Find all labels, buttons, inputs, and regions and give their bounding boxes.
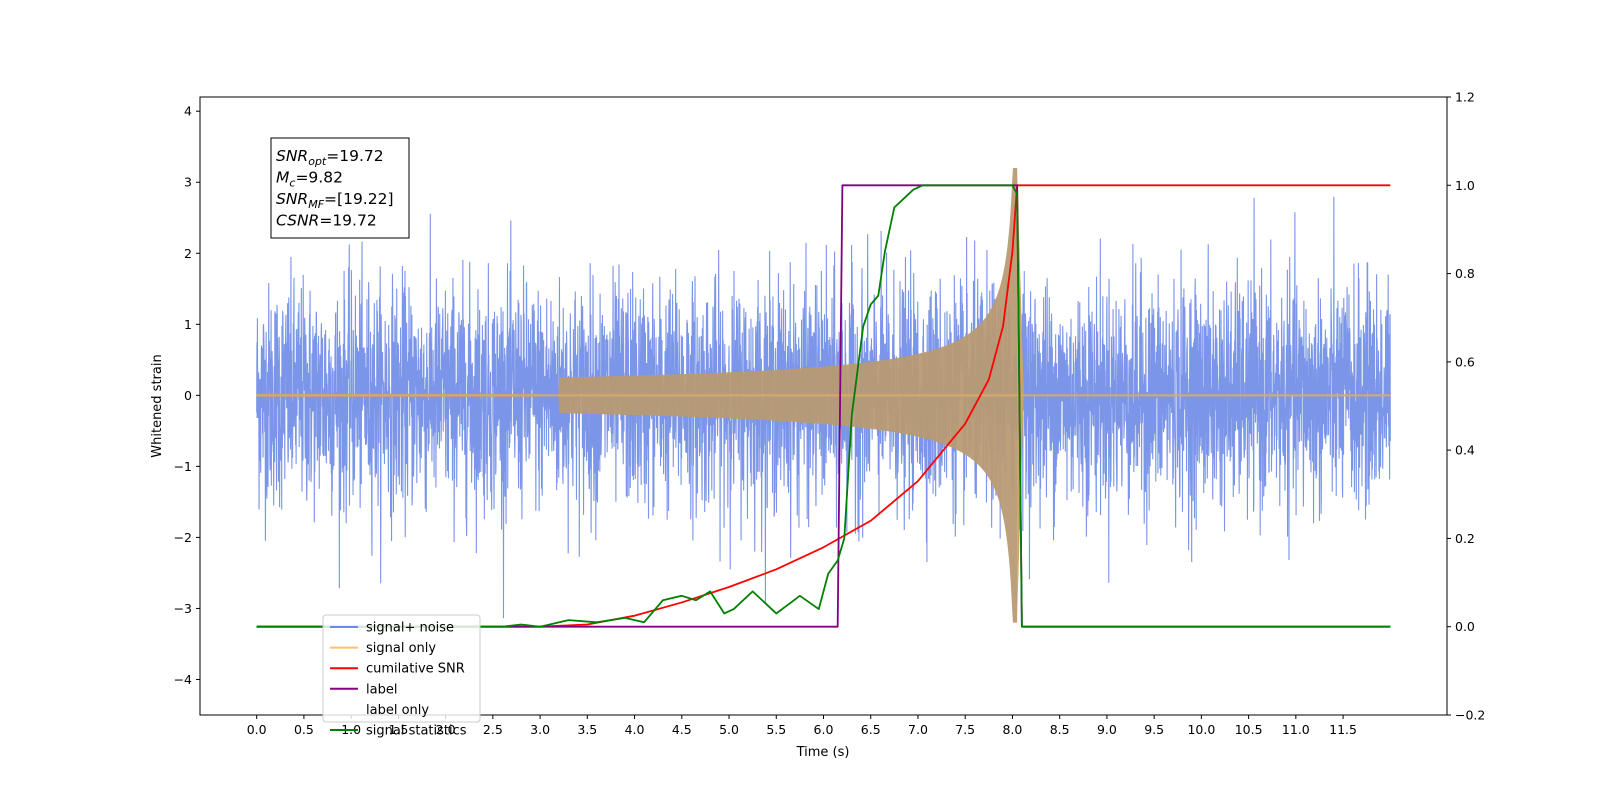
x-tick-label: 0.0 [247,722,267,737]
x-tick-label: 7.5 [955,722,975,737]
legend-entry: signal statistics [366,724,467,739]
annotation-line: SNRopt=19.72 [276,147,384,168]
y-tick-label-left: −3 [174,601,192,616]
x-tick-label: 5.5 [766,722,786,737]
y-tick-label-left: 1 [184,317,192,332]
y-axis-label-left: Whitened strain [150,354,165,457]
x-tick-label: 6.0 [814,722,834,737]
x-tick-label: 1.5 [388,722,408,737]
y-tick-label-right: 1.2 [1455,90,1475,105]
x-tick-label: 3.5 [577,722,597,737]
series-signal-only [256,168,1391,623]
legend-entry: label [366,682,397,697]
legend-entry: label only [366,703,429,718]
x-tick-label: 8.5 [1050,722,1070,737]
x-tick-label: 7.0 [908,722,928,737]
y-tick-label-left: 2 [184,246,192,261]
x-tick-label: 10.5 [1235,722,1263,737]
x-tick-label: 0.5 [294,722,314,737]
annotation-line: Mc=9.82 [276,169,343,190]
series-signal-noise [256,196,1391,619]
y-tick-label-right: 0.4 [1455,443,1475,458]
y-tick-label-right: 0.0 [1455,619,1475,634]
y-tick-label-left: −2 [174,530,192,545]
metrics-annotation: SNRopt=19.72Mc=9.82SNRMF=[19.22]CSNR=19.… [270,137,410,239]
x-tick-label: 11.5 [1329,722,1357,737]
x-tick-label: 5.0 [719,722,739,737]
y-tick-label-right: 0.6 [1455,354,1475,369]
y-tick-label-right: 0.8 [1455,266,1475,281]
x-tick-label: 6.5 [861,722,881,737]
y-tick-label-right: 0.2 [1455,531,1475,546]
annotation-line: CSNR=19.72 [276,212,377,230]
legend-entry: signal only [366,641,436,656]
x-tick-label: 2.5 [483,722,503,737]
legend-entry: signal+ noise [366,621,454,636]
legend: signal+ noise signal only cumilative SNR la… [322,614,481,739]
x-tick-label: 9.0 [1097,722,1117,737]
y-tick-label-left: −4 [174,672,192,687]
series-signal-statistics [256,184,1391,628]
x-tick-label: 3.0 [530,722,550,737]
annotation-line: SNRMF=[19.22] [276,190,394,211]
y-tick-label-right: 1.0 [1455,178,1475,193]
plot-series [256,168,1391,628]
y-tick-label-left: 4 [184,104,192,119]
x-tick-label: 9.5 [1144,722,1164,737]
x-tick-label: 4.5 [672,722,692,737]
y-tick-label-left: 3 [184,175,192,190]
y-tick-label-left: −1 [174,459,192,474]
x-tick-label: 10.0 [1187,722,1215,737]
y-tick-label-right: −0.2 [1455,708,1485,723]
legend-box [322,614,481,723]
x-tick-label: 4.0 [625,722,645,737]
legend-entry: cumilative SNR [366,662,465,677]
x-axis-label: Time (s) [796,745,850,760]
x-tick-label: 8.0 [1002,722,1022,737]
x-tick-label: 2.0 [436,722,456,737]
axes: 0.0 0.5 1.0 1.5 2.0 2.5 3.0 3.5 4.0 4.5 5.0 5.5 6.0 6… [174,90,1486,738]
x-tick-label: 11.0 [1282,722,1310,737]
y-tick-label-left: 0 [184,388,192,403]
annotation-box [270,137,410,239]
